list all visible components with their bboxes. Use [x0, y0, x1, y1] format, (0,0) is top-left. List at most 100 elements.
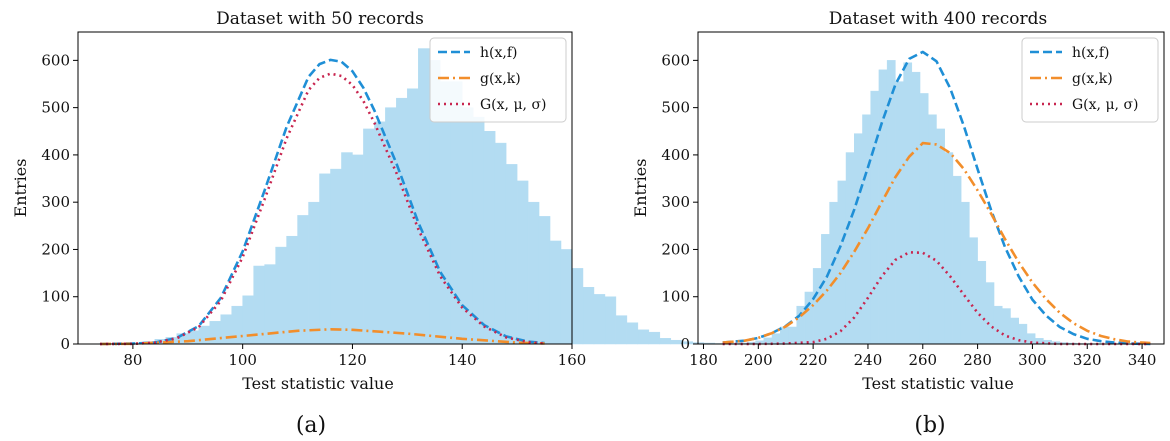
histogram-bar: [626, 322, 639, 345]
y-ticks-a: 0 100 200 300 400 500 600: [41, 51, 78, 353]
histogram-bar: [637, 329, 650, 345]
y-tick-label: 400: [41, 146, 70, 164]
y-tick-label: 500: [41, 99, 70, 117]
x-tick-label: 340: [1128, 351, 1157, 369]
histogram-bar: [308, 201, 320, 345]
y-tick-label: 300: [661, 193, 690, 211]
histogram-bar: [1010, 317, 1019, 345]
plot-frame-b: [697, 31, 1165, 345]
histogram-bars-a: [99, 48, 748, 345]
histogram-bar: [220, 314, 232, 345]
histogram-bar: [911, 71, 921, 345]
y-tick-label: 600: [661, 51, 690, 69]
y-tick-label: 300: [41, 193, 70, 211]
x-tick-label: 100: [228, 351, 257, 369]
y-tick-label: 200: [661, 240, 690, 258]
y-tick-label: 600: [41, 51, 70, 69]
y-ticks-b: 0 100 200 300 400 500 600: [661, 51, 698, 353]
histogram-bar: [919, 93, 929, 345]
histogram-bar: [928, 114, 937, 345]
histogram-bar: [538, 216, 551, 345]
caption-b: (b): [914, 413, 945, 438]
histogram-bar: [812, 268, 822, 345]
histogram-bar: [648, 331, 661, 345]
x-tick-label: 300: [1018, 351, 1047, 369]
x-tick-label: 120: [338, 351, 367, 369]
histogram-bar: [560, 249, 573, 345]
histogram-bar: [352, 154, 364, 345]
histogram-bar: [903, 62, 913, 345]
x-ticks-a: 80 100 120 140 160: [123, 344, 586, 369]
histogram-bar: [659, 338, 672, 345]
histogram-bar: [374, 121, 386, 345]
histogram-bar: [286, 235, 298, 345]
histogram-bar: [505, 164, 518, 345]
x-axis-label-b: Test statistic value: [862, 374, 1014, 393]
x-tick-label: 240: [854, 351, 883, 369]
histogram-bar: [977, 261, 987, 345]
histogram-bar: [593, 294, 606, 345]
histogram-bar: [944, 152, 954, 345]
legend-box: [429, 37, 567, 123]
histogram-bar: [804, 291, 814, 345]
legend-label: h(x,f): [1072, 45, 1109, 61]
y-tick-label: 0: [680, 335, 690, 353]
histogram-bar: [952, 175, 962, 345]
histogram-bar: [604, 296, 617, 345]
histogram-bar: [483, 131, 496, 345]
histogram-bar: [527, 201, 540, 345]
histogram-bar: [1043, 339, 1052, 345]
y-tick-label: 100: [41, 288, 70, 306]
histogram-bar: [297, 215, 309, 345]
histogram-bar: [341, 152, 353, 345]
x-tick-label: 260: [908, 351, 937, 369]
legend-label: G(x, μ, σ): [480, 97, 546, 113]
histogram-bar: [330, 168, 342, 345]
legend-a: h(x,f) g(x,k) G(x, μ, σ): [429, 37, 567, 123]
histogram-bar: [209, 321, 221, 345]
series-line-1: [722, 50, 1151, 346]
chart-panel-b: Dataset with 400 records 180 200 220 240 260…: [631, 9, 1165, 438]
histogram-bar: [615, 315, 628, 345]
histogram-bar: [969, 237, 978, 345]
series-line-1: [99, 58, 545, 346]
y-tick-label: 200: [41, 240, 70, 258]
legend-label: h(x,f): [480, 45, 517, 61]
histogram-bar: [845, 152, 855, 345]
x-ticks-b: 180 200 220 240 260 280 300 320 340: [689, 344, 1156, 369]
series-line-3: [99, 72, 545, 346]
y-tick-label: 0: [60, 335, 70, 353]
caption-a: (a): [296, 413, 326, 438]
chart-panel-a: Dataset with 50 records 80 100 120 140 160 0…: [11, 9, 748, 438]
y-tick-label: 100: [661, 288, 690, 306]
histogram-bar: [231, 305, 243, 345]
x-tick-label: 180: [689, 351, 718, 369]
histogram-bar: [516, 180, 529, 345]
plot-frame-a: [77, 31, 573, 345]
histogram-bar: [771, 333, 781, 345]
histogram-bar: [571, 268, 584, 345]
histogram-bar: [494, 142, 507, 345]
x-tick-label: 280: [963, 351, 992, 369]
histogram-bar: [582, 287, 595, 345]
chart-title-a: Dataset with 50 records: [216, 9, 424, 29]
legend-label: G(x, μ, σ): [1072, 97, 1138, 113]
histogram-bar: [788, 326, 797, 345]
histogram-bar: [549, 240, 562, 345]
histogram-bar: [253, 265, 265, 345]
histogram-bar: [936, 128, 945, 345]
histogram-bar: [418, 48, 430, 345]
legend-b: h(x,f) g(x,k) G(x, μ, σ): [1021, 37, 1159, 123]
histogram-bar: [275, 246, 287, 345]
series-line-2: [722, 141, 1151, 345]
y-tick-label: 500: [661, 99, 690, 117]
x-tick-label: 320: [1073, 351, 1102, 369]
x-axis-label-a: Test statistic value: [242, 374, 394, 393]
histogram-bar: [821, 234, 830, 345]
x-tick-label: 200: [744, 351, 773, 369]
legend-box: [1021, 37, 1159, 123]
histogram-bar: [853, 133, 863, 345]
fit-curves-b: [722, 50, 1151, 346]
x-tick-label: 140: [448, 351, 477, 369]
histogram-bar: [960, 201, 970, 345]
